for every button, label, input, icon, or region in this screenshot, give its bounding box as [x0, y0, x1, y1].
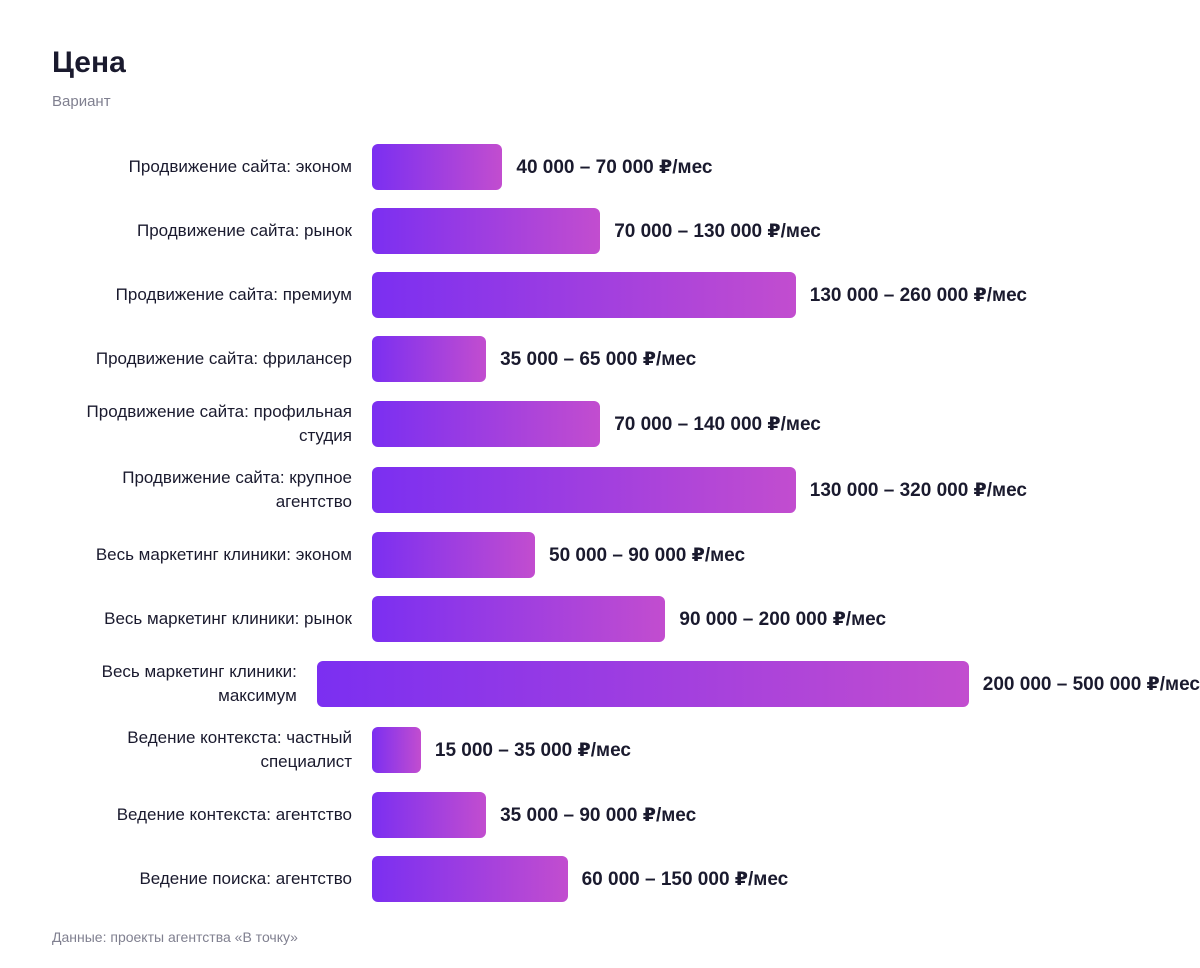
bar	[372, 467, 796, 513]
value-label: 40 000 – 70 000 ₽/мес	[516, 156, 713, 178]
bar	[372, 336, 487, 382]
bar	[372, 532, 535, 578]
value-label: 70 000 – 140 000 ₽/мес	[614, 413, 821, 435]
plot: Продвижение сайта: эконом 40 000 – 70 000…	[0, 144, 1200, 902]
bar-row: Ведение поиска: агентство 60 000 – 150 00…	[0, 856, 1200, 902]
category-label: Продвижение сайта: фрилансер	[95, 349, 352, 368]
category-label: Весь маркетинг клиники: максимум	[101, 662, 297, 705]
bar	[372, 401, 601, 447]
bar	[372, 596, 666, 642]
bar-row: Продвижение сайта: фрилансер 35 000 – 65 …	[0, 336, 1200, 382]
bar-row: Ведение контекста: агентство 35 000 – 90 …	[0, 792, 1200, 838]
value-label: 60 000 – 150 000 ₽/мес	[581, 868, 789, 890]
value-label: 90 000 – 200 000 ₽/мес	[679, 608, 887, 630]
bar-row: Весь маркетинг клиники: максимум 200 000 …	[0, 660, 1200, 708]
category-label: Продвижение сайта: профильная студия	[86, 402, 352, 445]
bar	[372, 208, 601, 254]
category-label: Весь маркетинг клиники: рынок	[104, 609, 352, 628]
bar	[372, 272, 796, 318]
category-label: Продвижение сайта: рынок	[137, 221, 352, 240]
category-label: Весь маркетинг клиники: эконом	[95, 545, 352, 564]
value-label: 130 000 – 320 000 ₽/мес	[809, 479, 1027, 501]
bar-row: Весь маркетинг клиники: рынок 90 000 – 20…	[0, 596, 1200, 642]
category-label: Ведение контекста: частный специалист	[127, 728, 352, 771]
bar	[372, 727, 421, 773]
bar-row: Продвижение сайта: рынок 70 000 – 130 000…	[0, 208, 1200, 254]
category-label: Продвижение сайта: крупное агентство	[122, 468, 352, 511]
category-label: Продвижение сайта: эконом	[128, 157, 352, 176]
bar-row: Продвижение сайта: эконом 40 000 – 70 000…	[0, 144, 1200, 190]
category-label: Продвижение сайта: премиум	[115, 285, 352, 304]
bar	[372, 856, 568, 902]
chart-title: Цена	[52, 46, 126, 79]
chart-subtitle: Вариант	[52, 93, 111, 110]
bar-row: Продвижение сайта: премиум 130 000 – 260 …	[0, 272, 1200, 318]
bar-row: Продвижение сайта: крупное агентство 130 …	[0, 466, 1200, 514]
bar	[372, 144, 503, 190]
bar-row: Продвижение сайта: профильная студия 70 0…	[0, 400, 1200, 448]
source-note: Данные: проекты агентства «В точку»	[52, 929, 298, 945]
value-label: 200 000 – 500 000 ₽/мес	[982, 673, 1200, 695]
value-label: 15 000 – 35 000 ₽/мес	[434, 739, 631, 761]
bar	[372, 792, 487, 838]
value-label: 130 000 – 260 000 ₽/мес	[809, 284, 1027, 306]
bar	[316, 661, 969, 707]
value-label: 35 000 – 65 000 ₽/мес	[500, 348, 697, 370]
bar-row: Весь маркетинг клиники: эконом 50 000 – 9…	[0, 532, 1200, 578]
category-label: Ведение контекста: агентство	[116, 805, 352, 824]
value-label: 50 000 – 90 000 ₽/мес	[549, 544, 746, 566]
bar-row: Ведение контекста: частный специалист 15 …	[0, 726, 1200, 774]
category-label: Ведение поиска: агентство	[139, 869, 352, 888]
value-label: 70 000 – 130 000 ₽/мес	[614, 220, 821, 242]
value-label: 35 000 – 90 000 ₽/мес	[500, 804, 697, 826]
